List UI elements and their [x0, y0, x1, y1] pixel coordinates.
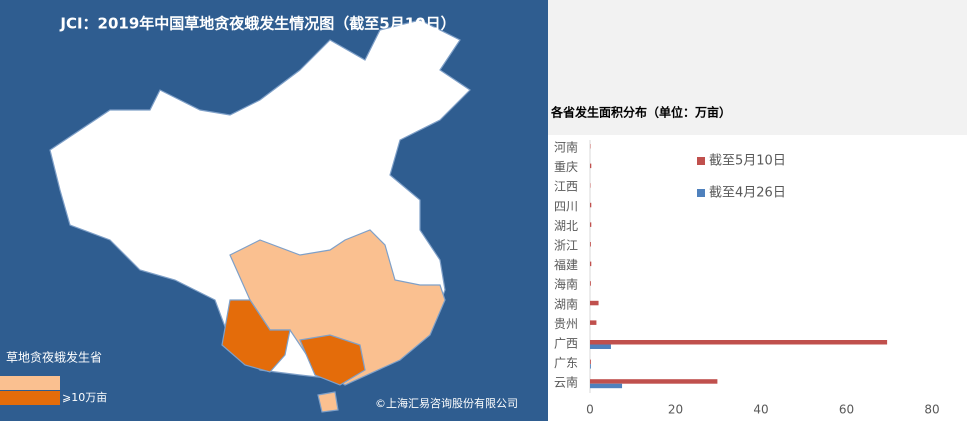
y-tick-label: 云南 — [554, 375, 578, 390]
bar — [590, 202, 592, 208]
legend-swatch — [0, 391, 60, 405]
y-tick-label: 四川 — [554, 199, 578, 213]
y-tick-label: 浙江 — [554, 239, 578, 253]
y-tick-label: 重庆 — [554, 160, 578, 174]
x-tick-label: 60 — [839, 403, 854, 417]
x-tick-label: 0 — [586, 403, 594, 417]
legend-label: 截至5月10日 — [709, 154, 786, 169]
bar — [590, 340, 888, 345]
bar — [590, 300, 599, 306]
bar — [590, 222, 592, 227]
bar — [590, 320, 597, 325]
y-tick-label: 江西 — [554, 180, 578, 194]
legend-swatch — [697, 157, 705, 165]
y-tick-label: 福建 — [554, 257, 578, 272]
legend-label: ⩾10万亩 — [62, 390, 107, 404]
y-tick-label: 广西 — [554, 337, 578, 351]
chart-panel — [548, 135, 967, 421]
map-title: JCI：2019年中国草地贪夜蛾发生情况图（截至5月10日） — [59, 15, 455, 33]
bar — [590, 261, 592, 267]
credit: ©上海汇易咨询股份有限公司 — [375, 396, 518, 410]
y-tick-label: 广东 — [554, 356, 578, 370]
y-tick-label: 湖北 — [554, 218, 578, 233]
x-tick-label: 20 — [668, 403, 683, 417]
legend-label: 截至4月26日 — [709, 186, 786, 201]
bar — [590, 344, 611, 349]
legend-swatch — [0, 376, 60, 390]
chart-header — [548, 0, 967, 135]
legend-title: 草地贪夜蛾发生省 — [6, 350, 102, 365]
bar — [590, 364, 591, 369]
x-tick-label: 80 — [924, 403, 939, 417]
y-tick-label: 河南 — [554, 140, 578, 155]
y-tick-label: 湖南 — [554, 296, 578, 311]
bar — [590, 281, 591, 286]
y-tick-label: 贵州 — [554, 317, 578, 331]
bar — [590, 242, 591, 247]
bar — [590, 359, 591, 365]
bar — [590, 163, 592, 169]
legend-swatch — [697, 189, 705, 197]
chart-title: 各省发生面积分布（单位：万亩） — [550, 105, 731, 120]
y-tick-label: 海南 — [554, 277, 578, 292]
map — [49, 19, 471, 413]
bar — [590, 379, 718, 384]
x-tick-label: 40 — [753, 403, 768, 417]
bar — [590, 383, 623, 389]
